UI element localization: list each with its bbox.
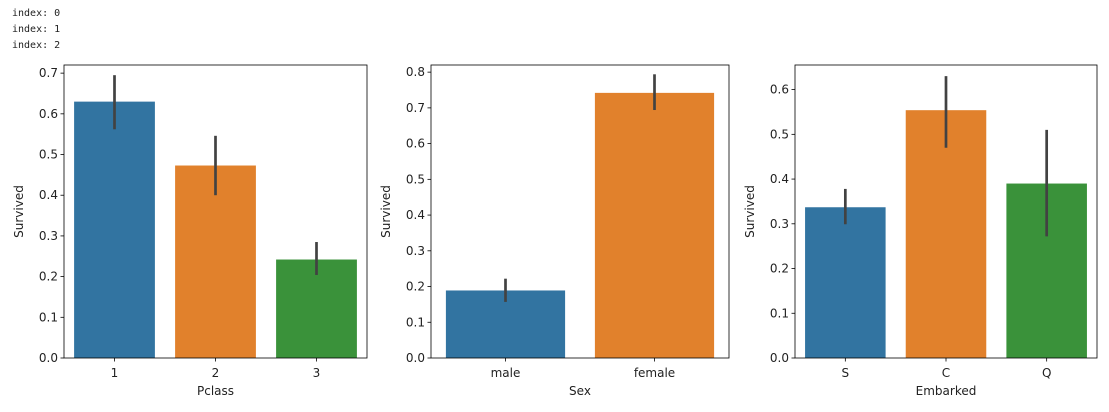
x-tick-label: 1 [111, 366, 119, 380]
y-tick-label: 0.4 [406, 208, 425, 222]
bar-1 [74, 101, 155, 358]
x-tick-label: S [842, 366, 850, 380]
console-line: index: 0 [12, 8, 61, 19]
y-tick-label: 0.4 [770, 172, 789, 186]
x-tick-label: Q [1042, 366, 1051, 380]
y-tick-label: 0.5 [39, 148, 58, 162]
y-tick-label: 0.7 [39, 66, 58, 80]
y-tick-label: 0.0 [39, 351, 58, 365]
console-line: index: 2 [12, 40, 61, 51]
axes-frame [430, 64, 730, 359]
chart-panel-3: 0.0 0.1 0.2 0.3 0.4 0.5 0.6 S C Q Embarked Survived [743, 64, 1098, 398]
chart-panel-1: 0.0 0.1 0.2 0.3 0.4 0.5 0.6 0.7 1 2 3 Pclass Survive… [12, 64, 368, 398]
x-axis-label: Embarked [916, 384, 977, 398]
x-tick-label: female [634, 366, 675, 380]
y-axis-label: Survived [379, 185, 393, 238]
bar-female [594, 92, 715, 359]
console-output: index: 0 index: 1 index: 2 [12, 6, 60, 54]
y-axis-label: Survived [12, 185, 26, 238]
x-tick-label: 2 [212, 366, 220, 380]
y-tick-label: 0.2 [770, 262, 789, 276]
y-tick-label: 0.6 [770, 83, 789, 97]
y-tick-label: 0.5 [770, 127, 789, 141]
y-tick-label: 0.8 [406, 65, 425, 79]
y-tick-label: 0.2 [406, 280, 425, 294]
y-tick-label: 0.3 [39, 229, 58, 243]
bar-c [905, 110, 987, 359]
y-tick-label: 0.1 [770, 306, 789, 320]
bar-2 [175, 165, 256, 358]
y-tick-label: 0.3 [406, 244, 425, 258]
y-tick-label: 0.6 [406, 137, 425, 151]
chart-panel-2: 0.0 0.1 0.2 0.3 0.4 0.5 0.6 0.7 0.8 male female Sex… [379, 64, 730, 398]
x-axis-label: Pclass [197, 384, 234, 398]
console-line: index: 1 [12, 24, 61, 35]
bar-s [805, 207, 886, 358]
x-tick-label: male [491, 366, 521, 380]
x-axis-label: Sex [569, 384, 591, 398]
x-tick-label: 3 [313, 366, 321, 380]
y-axis-label: Survived [743, 185, 757, 238]
y-tick-label: 0.5 [406, 172, 425, 186]
y-tick-label: 0.6 [39, 107, 58, 121]
y-tick-label: 0.3 [770, 217, 789, 231]
y-tick-label: 0.1 [406, 315, 425, 329]
bar-3 [276, 259, 357, 358]
y-tick-label: 0.1 [39, 310, 58, 324]
y-tick-label: 0.0 [770, 351, 789, 365]
x-tick-label: C [942, 366, 950, 380]
y-tick-label: 0.4 [39, 188, 58, 202]
y-tick-label: 0.7 [406, 101, 425, 115]
y-tick-label: 0.2 [39, 270, 58, 284]
y-tick-label: 0.0 [406, 351, 425, 365]
